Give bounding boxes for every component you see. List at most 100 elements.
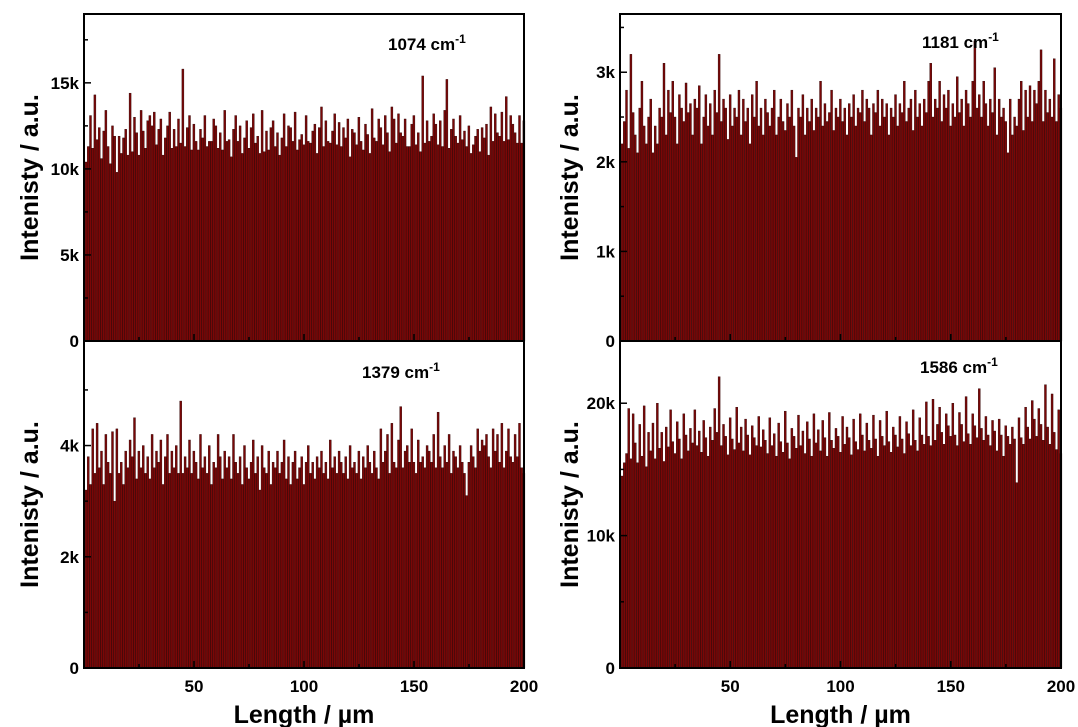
- bar: [223, 450, 226, 669]
- bar: [379, 428, 383, 669]
- bar: [819, 80, 822, 342]
- bar: [702, 116, 705, 342]
- bar: [298, 139, 301, 342]
- bar: [909, 445, 913, 669]
- bar: [1022, 444, 1025, 669]
- bar: [399, 406, 402, 669]
- bar: [351, 467, 354, 669]
- bar: [905, 121, 908, 342]
- bar: [1022, 130, 1025, 342]
- bar: [287, 456, 290, 669]
- panel-label-sup: -1: [429, 360, 440, 374]
- bar: [461, 139, 464, 342]
- bar: [823, 103, 827, 342]
- bar: [346, 118, 350, 342]
- bar: [221, 149, 224, 342]
- bar: [834, 107, 838, 342]
- bar: [819, 450, 822, 669]
- bars: [620, 376, 1063, 669]
- bar: [142, 130, 145, 342]
- bar: [254, 473, 257, 669]
- bar: [887, 134, 891, 342]
- bar: [918, 417, 921, 669]
- bar: [788, 458, 791, 669]
- bar: [502, 141, 506, 342]
- bar: [870, 448, 873, 669]
- bar: [859, 413, 862, 669]
- bar: [124, 129, 127, 342]
- bar: [1053, 432, 1056, 669]
- bar: [126, 154, 130, 342]
- x-tick-label: 100: [290, 677, 318, 696]
- bar: [223, 110, 226, 342]
- bar: [342, 473, 345, 669]
- bar: [520, 467, 523, 669]
- bar: [797, 107, 800, 342]
- bar: [828, 112, 831, 342]
- bar: [1048, 444, 1052, 669]
- bar: [733, 449, 736, 669]
- bar: [812, 413, 816, 669]
- y-tick-label: 2k: [60, 548, 79, 567]
- bar: [867, 440, 871, 669]
- bar: [172, 467, 176, 669]
- bar: [958, 112, 961, 342]
- bar: [137, 154, 141, 342]
- bar: [271, 120, 275, 342]
- bar: [395, 467, 398, 669]
- bar: [465, 495, 468, 669]
- bar: [467, 462, 471, 669]
- bar: [375, 141, 378, 342]
- bar: [238, 125, 242, 342]
- bar: [102, 484, 105, 669]
- bar: [845, 134, 849, 342]
- bar: [362, 149, 365, 342]
- bar: [115, 428, 119, 669]
- panel-1586: 0 10k 20k 50 100 150 200 Intenisty / a.u. Length…: [556, 340, 1075, 727]
- bar: [669, 112, 672, 342]
- bar: [258, 153, 262, 342]
- bar: [355, 473, 358, 669]
- bar: [346, 478, 350, 669]
- bar: [146, 456, 149, 669]
- panel-label-sup: -1: [988, 30, 999, 44]
- bar: [491, 428, 495, 669]
- bar: [120, 462, 123, 669]
- bar: [958, 412, 961, 669]
- bar: [861, 434, 864, 669]
- bar: [133, 117, 136, 342]
- bar: [980, 428, 983, 669]
- bar: [956, 76, 959, 342]
- bar: [247, 148, 251, 342]
- bar: [911, 409, 915, 669]
- bar: [241, 153, 244, 342]
- bar: [638, 107, 641, 342]
- bar: [351, 129, 354, 342]
- bar: [640, 80, 644, 342]
- bar: [894, 434, 897, 669]
- bar: [947, 89, 950, 342]
- bar: [693, 409, 697, 669]
- bar: [1033, 89, 1036, 342]
- bar: [817, 116, 820, 342]
- bar: [322, 146, 325, 342]
- bar: [225, 141, 229, 342]
- bar: [647, 116, 650, 342]
- bar: [960, 424, 963, 669]
- bar: [175, 445, 178, 669]
- bar: [177, 473, 180, 669]
- bar: [384, 115, 387, 342]
- bar: [839, 452, 842, 669]
- bar: [205, 146, 209, 342]
- bar: [931, 399, 935, 669]
- bar: [1037, 408, 1041, 669]
- bar: [377, 478, 380, 669]
- bar: [1031, 400, 1034, 669]
- bar: [265, 130, 268, 342]
- bar: [183, 146, 187, 342]
- bar: [764, 98, 767, 342]
- bar: [731, 438, 734, 669]
- bar: [889, 452, 893, 669]
- bar: [122, 137, 125, 342]
- bar: [715, 112, 719, 342]
